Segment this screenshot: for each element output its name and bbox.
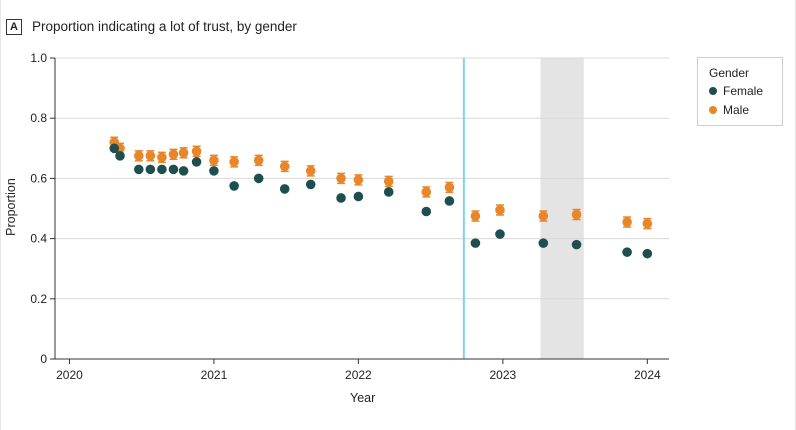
legend-item-female: Female — [709, 84, 763, 98]
point-female — [209, 166, 219, 176]
point-male — [495, 205, 505, 215]
point-male — [571, 209, 582, 220]
y-tick-label: 0.2 — [30, 292, 47, 306]
x-axis-label: Year — [350, 391, 376, 405]
point-male — [470, 211, 481, 221]
point-female — [253, 173, 264, 184]
point-male — [538, 211, 549, 221]
point-male — [133, 151, 144, 161]
x-tick-label: 2022 — [345, 368, 372, 382]
point-male — [253, 155, 264, 166]
x-tick-label: 2021 — [201, 368, 228, 382]
legend-label-female: Female — [723, 84, 764, 98]
point-male — [353, 175, 364, 185]
point-male — [178, 148, 189, 158]
point-male — [336, 173, 346, 184]
shaded-region — [540, 58, 584, 359]
point-female — [444, 196, 455, 206]
point-male — [383, 176, 394, 187]
point-female — [157, 164, 167, 175]
x-tick-label: 2023 — [490, 368, 517, 382]
point-female — [305, 179, 316, 190]
point-female — [383, 187, 394, 197]
point-female — [229, 181, 239, 191]
point-female — [115, 151, 125, 161]
point-female — [642, 248, 653, 259]
point-female — [336, 193, 346, 203]
point-male — [305, 166, 316, 176]
legend-item-male: Male — [709, 103, 749, 117]
y-tick-label: 1.0 — [30, 51, 47, 65]
point-male — [168, 149, 179, 160]
point-female — [109, 143, 120, 154]
point-female — [178, 166, 189, 176]
point-female — [353, 191, 364, 202]
point-female — [168, 164, 179, 175]
legend-swatch-male — [709, 105, 717, 114]
legend-title: Gender — [709, 66, 750, 80]
y-tick-label: 0.6 — [30, 171, 47, 185]
panel-letter: A — [6, 19, 22, 35]
point-female — [495, 229, 505, 239]
point-male — [421, 187, 432, 197]
point-male — [229, 157, 239, 167]
legend-label-male: Male — [723, 103, 750, 117]
x-tick-label: 2020 — [56, 368, 83, 382]
point-female — [571, 239, 582, 250]
chart-title: Proportion indicating a lot of trust, by… — [32, 19, 297, 34]
point-male — [622, 217, 632, 227]
y-tick-label: 0.8 — [30, 111, 47, 125]
point-female — [145, 164, 156, 175]
point-male — [444, 182, 455, 193]
y-tick-label: 0.4 — [30, 232, 47, 246]
point-male — [279, 161, 290, 172]
legend-swatch-female — [709, 86, 717, 95]
point-male — [642, 218, 653, 229]
point-male — [191, 146, 202, 157]
x-tick-label: 2024 — [634, 368, 661, 382]
point-male — [157, 152, 167, 163]
point-female — [191, 157, 202, 167]
point-male — [145, 151, 156, 161]
point-female — [470, 238, 481, 248]
point-female — [538, 238, 549, 248]
point-female — [421, 206, 432, 217]
point-female — [133, 164, 144, 175]
point-male — [209, 155, 219, 166]
y-tick-label: 0 — [40, 352, 47, 366]
point-female — [622, 247, 632, 257]
point-female — [279, 184, 290, 194]
legend: Gender Female Male — [697, 57, 783, 126]
